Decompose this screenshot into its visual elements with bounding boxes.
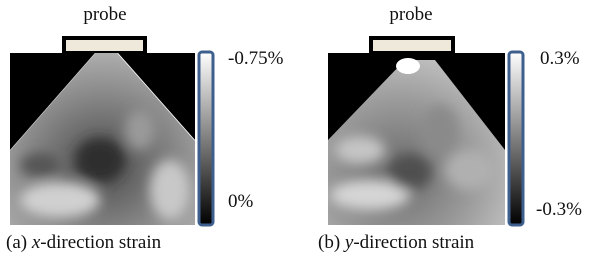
colorbar <box>199 52 213 225</box>
caption: (a) x-direction strain <box>6 232 162 253</box>
caption: (b) y-direction strain <box>318 232 475 253</box>
probe <box>371 38 453 53</box>
figure: probe -0.75% 0% (a) x-direction strain p… <box>0 0 603 258</box>
probe-artifact <box>396 58 420 74</box>
colorbar-bottom-label: 0% <box>228 191 254 212</box>
panel-b: probe 0.3% -0.3% (b) y-direction strain <box>318 4 582 253</box>
caption-suffix: -direction strain <box>40 232 161 253</box>
caption-variable: y <box>343 232 354 253</box>
caption-prefix: (b) <box>318 232 345 253</box>
caption-suffix: -direction strain <box>353 232 474 253</box>
panel-a: probe -0.75% 0% (a) x-direction strain <box>6 4 284 253</box>
probe <box>64 38 145 53</box>
colorbar-top-label: 0.3% <box>540 48 580 69</box>
caption-prefix: (a) <box>6 232 32 253</box>
probe-label: probe <box>389 4 432 25</box>
colorbar <box>509 52 523 225</box>
colorbar-bottom-label: -0.3% <box>536 199 582 220</box>
colorbar-top-label: -0.75% <box>228 48 284 69</box>
probe-label: probe <box>83 4 126 25</box>
